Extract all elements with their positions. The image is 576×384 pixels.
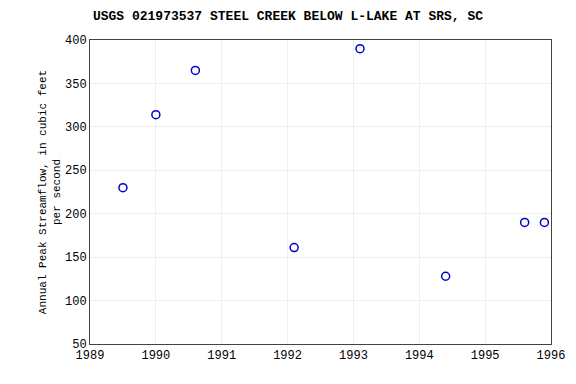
svg-text:1995: 1995 xyxy=(471,349,500,363)
svg-text:1994: 1994 xyxy=(405,349,434,363)
svg-text:1990: 1990 xyxy=(141,349,170,363)
svg-text:400: 400 xyxy=(65,34,87,48)
svg-text:1993: 1993 xyxy=(339,349,368,363)
svg-text:USGS 021973537 STEEL CREEK BEL: USGS 021973537 STEEL CREEK BELOW L-LAKE … xyxy=(93,9,483,24)
svg-text:1996: 1996 xyxy=(537,349,566,363)
svg-text:1991: 1991 xyxy=(207,349,236,363)
svg-text:1989: 1989 xyxy=(76,349,105,363)
svg-text:50: 50 xyxy=(72,338,86,352)
svg-text:100: 100 xyxy=(65,295,87,309)
svg-text:250: 250 xyxy=(65,164,87,178)
svg-text:Annual Peak Streamflow, in cub: Annual Peak Streamflow, in cubic feetper… xyxy=(37,70,63,314)
svg-text:300: 300 xyxy=(65,121,87,135)
svg-text:200: 200 xyxy=(65,208,87,222)
svg-text:1992: 1992 xyxy=(273,349,302,363)
svg-text:350: 350 xyxy=(65,78,87,92)
svg-text:150: 150 xyxy=(65,251,87,265)
